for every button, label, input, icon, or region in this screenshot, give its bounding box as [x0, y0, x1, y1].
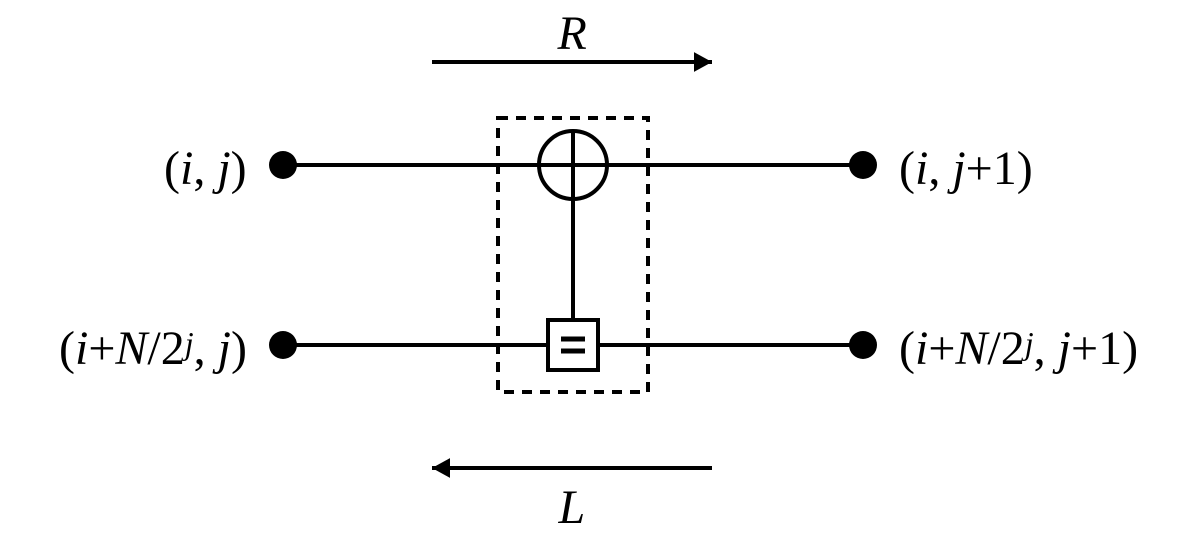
label-top-left: (i, j)	[164, 141, 247, 196]
label-R: R	[558, 6, 587, 61]
label-bottom-right: (i+N/2j, j+1)	[899, 321, 1138, 376]
label-bottom-left: (i+N/2j, j)	[59, 321, 247, 376]
label-L: L	[559, 480, 586, 535]
diagram-canvas	[0, 0, 1193, 529]
label-top-right: (i, j+1)	[899, 141, 1033, 196]
